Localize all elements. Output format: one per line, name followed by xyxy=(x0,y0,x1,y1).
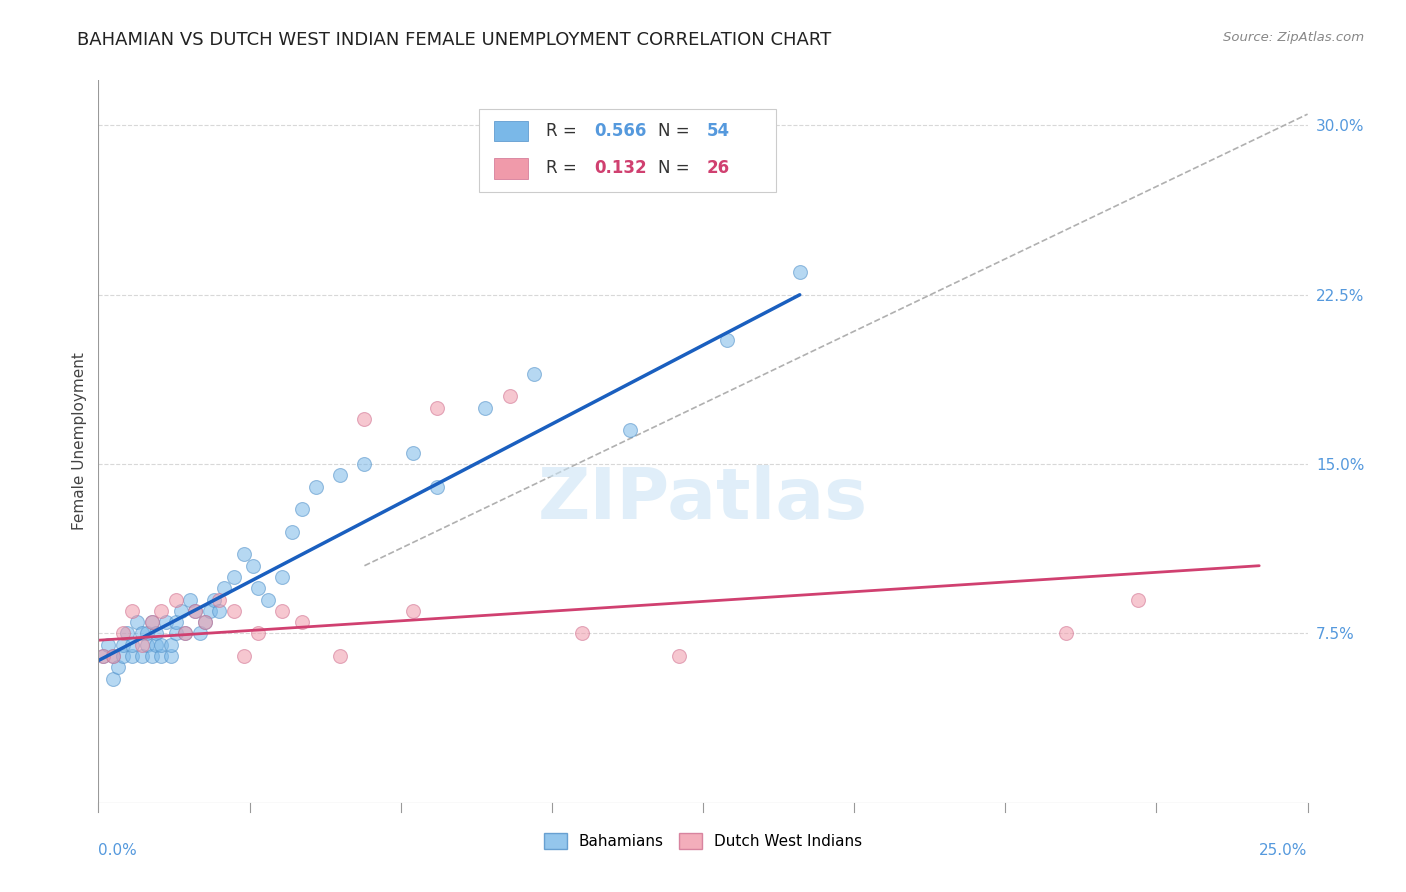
Point xyxy=(131,638,153,652)
Text: R =: R = xyxy=(546,160,582,178)
Point xyxy=(242,558,264,573)
Point xyxy=(150,604,173,618)
Point xyxy=(141,648,163,663)
Point xyxy=(523,367,546,381)
Point xyxy=(150,638,173,652)
Point xyxy=(281,524,304,539)
Point xyxy=(668,648,690,663)
Point xyxy=(1128,592,1150,607)
Point xyxy=(121,638,143,652)
Point xyxy=(145,626,167,640)
Point xyxy=(165,626,187,640)
Point xyxy=(117,626,139,640)
Text: N =: N = xyxy=(658,160,695,178)
Point xyxy=(271,604,294,618)
Text: 25.0%: 25.0% xyxy=(1260,844,1308,858)
Point xyxy=(204,592,226,607)
Point xyxy=(222,570,245,584)
Point xyxy=(111,638,134,652)
Point xyxy=(174,626,197,640)
Point xyxy=(91,648,114,663)
Point xyxy=(188,626,211,640)
Point xyxy=(571,626,593,640)
Point xyxy=(121,604,143,618)
Point xyxy=(174,626,197,640)
Point xyxy=(212,582,235,596)
Point xyxy=(305,480,328,494)
Point xyxy=(111,626,134,640)
Point xyxy=(256,592,278,607)
Text: 0.566: 0.566 xyxy=(595,122,647,140)
Point xyxy=(402,446,425,460)
Point xyxy=(101,648,124,663)
Text: Source: ZipAtlas.com: Source: ZipAtlas.com xyxy=(1223,31,1364,45)
Point xyxy=(165,592,187,607)
FancyBboxPatch shape xyxy=(494,158,527,178)
Text: BAHAMIAN VS DUTCH WEST INDIAN FEMALE UNEMPLOYMENT CORRELATION CHART: BAHAMIAN VS DUTCH WEST INDIAN FEMALE UNE… xyxy=(77,31,831,49)
Point xyxy=(208,592,231,607)
Point xyxy=(290,502,312,516)
Point xyxy=(150,648,173,663)
Point xyxy=(789,265,811,279)
Text: ZIPatlas: ZIPatlas xyxy=(538,465,868,533)
Point xyxy=(619,423,641,437)
Point xyxy=(1054,626,1077,640)
Point xyxy=(271,570,294,584)
Point xyxy=(165,615,187,630)
Text: 26: 26 xyxy=(707,160,730,178)
Point xyxy=(194,615,217,630)
Point xyxy=(290,615,312,630)
Text: N =: N = xyxy=(658,122,695,140)
Text: 0.0%: 0.0% xyxy=(98,844,138,858)
Point xyxy=(329,468,352,483)
Point xyxy=(97,638,120,652)
Point xyxy=(247,582,270,596)
Point xyxy=(145,638,167,652)
Point xyxy=(141,615,163,630)
Y-axis label: Female Unemployment: Female Unemployment xyxy=(72,352,87,531)
Point xyxy=(131,626,153,640)
Point xyxy=(135,638,157,652)
Point xyxy=(160,648,183,663)
Point xyxy=(184,604,207,618)
Text: 54: 54 xyxy=(707,122,730,140)
Text: R =: R = xyxy=(546,122,582,140)
Point xyxy=(198,604,221,618)
Point xyxy=(101,672,124,686)
Point xyxy=(247,626,270,640)
Point xyxy=(141,615,163,630)
Point xyxy=(111,648,134,663)
Point xyxy=(208,604,231,618)
Point xyxy=(135,626,157,640)
Point xyxy=(716,333,738,347)
Point xyxy=(91,648,114,663)
Point xyxy=(194,615,217,630)
Point xyxy=(426,480,449,494)
Point xyxy=(184,604,207,618)
Point xyxy=(402,604,425,618)
Point xyxy=(232,648,254,663)
Point xyxy=(107,660,129,674)
Point xyxy=(127,615,149,630)
Legend: Bahamians, Dutch West Indians: Bahamians, Dutch West Indians xyxy=(544,833,862,849)
Point xyxy=(169,604,191,618)
FancyBboxPatch shape xyxy=(494,120,527,141)
Point xyxy=(353,457,375,471)
Point xyxy=(179,592,201,607)
Point xyxy=(121,648,143,663)
Point xyxy=(232,548,254,562)
Point xyxy=(101,648,124,663)
Point xyxy=(474,401,496,415)
Text: 0.132: 0.132 xyxy=(595,160,647,178)
Point xyxy=(426,401,449,415)
Point xyxy=(160,638,183,652)
Point xyxy=(131,648,153,663)
Point xyxy=(353,412,375,426)
Point xyxy=(222,604,245,618)
Point xyxy=(155,615,177,630)
FancyBboxPatch shape xyxy=(479,109,776,193)
Point xyxy=(329,648,352,663)
Point xyxy=(498,389,520,403)
